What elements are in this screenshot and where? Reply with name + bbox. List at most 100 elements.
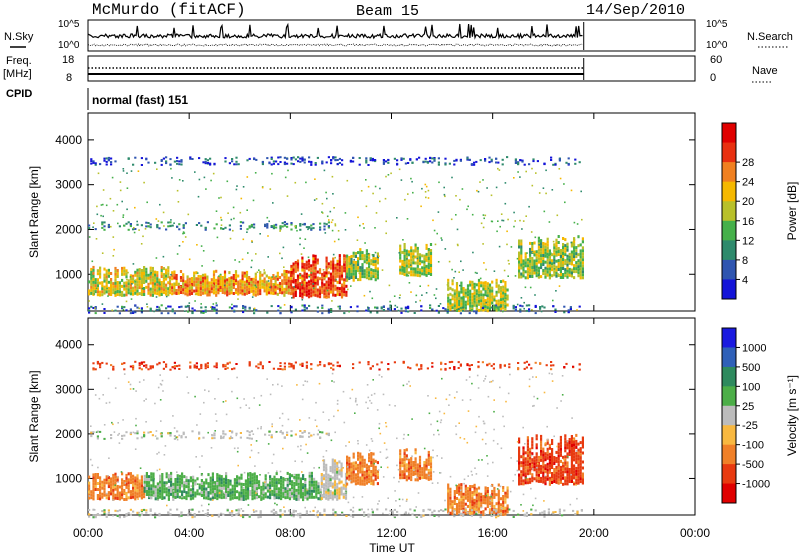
data-cell [167, 473, 170, 477]
data-cell [396, 159, 399, 162]
data-cell [499, 301, 503, 305]
data-cell [343, 254, 346, 258]
data-cell [197, 277, 200, 281]
data-cell [365, 472, 368, 476]
data-cell [162, 282, 165, 286]
data-cell [555, 459, 558, 463]
data-cell [103, 267, 106, 271]
data-cell [393, 295, 396, 297]
data-cell [180, 305, 183, 308]
data-cell [215, 290, 218, 294]
data-cell [136, 492, 139, 496]
data-cell [535, 455, 538, 459]
data-cell [566, 254, 569, 258]
data-cell [305, 284, 308, 288]
data-cell [555, 259, 558, 263]
data-cell [222, 436, 225, 439]
data-cell [451, 279, 454, 283]
data-cell [499, 305, 502, 308]
data-cell [573, 440, 576, 444]
data-cell [277, 490, 280, 494]
data-cell [96, 488, 99, 491]
data-cell [327, 292, 330, 296]
data-cell [241, 283, 244, 287]
data-cell [107, 497, 110, 501]
data-cell [178, 368, 181, 370]
data-cell [458, 291, 461, 294]
data-cell [114, 496, 117, 500]
data-cell [302, 483, 305, 487]
data-cell [265, 286, 268, 290]
data-cell [181, 475, 184, 479]
data-cell [294, 282, 297, 285]
data-cell [234, 279, 238, 283]
data-cell [301, 289, 304, 293]
data-cell [94, 163, 97, 166]
data-cell [134, 291, 137, 295]
data-cell [243, 292, 246, 296]
data-cell [418, 274, 422, 278]
data-cell [526, 466, 529, 470]
data-cell [542, 251, 545, 254]
data-cell [130, 170, 133, 172]
data-cell [550, 156, 553, 159]
data-cell [201, 285, 205, 289]
data-cell [200, 363, 203, 366]
data-cell [365, 252, 368, 256]
data-cell [570, 459, 573, 462]
data-cell [410, 291, 412, 293]
data-cell [122, 168, 125, 170]
data-cell [291, 474, 294, 478]
data-cell [555, 244, 558, 248]
data-cell [570, 271, 573, 275]
data-cell [469, 494, 472, 497]
data-cell [346, 455, 349, 459]
data-cell [242, 492, 245, 495]
data-cell [361, 464, 364, 468]
data-cell [374, 159, 377, 161]
data-cell [138, 283, 141, 287]
data-cell [370, 455, 373, 458]
data-cell [294, 261, 297, 264]
data-cell [121, 487, 124, 491]
data-cell [112, 288, 115, 292]
data-cell [240, 473, 243, 477]
data-cell [336, 497, 339, 501]
data-cell [331, 485, 334, 489]
data-cell [208, 287, 211, 291]
data-cell [336, 289, 339, 293]
data-cell [254, 281, 257, 285]
data-cell [301, 295, 304, 299]
data-cell [165, 156, 168, 159]
data-cell [276, 277, 279, 281]
data-cell [285, 291, 288, 294]
data-cell [518, 461, 521, 465]
data-cell [273, 493, 276, 497]
data-cell [522, 271, 525, 275]
data-cell [186, 293, 189, 297]
data-cell [449, 301, 452, 305]
data-cell [542, 187, 545, 189]
data-cell [286, 495, 289, 499]
data-cell [425, 258, 428, 262]
data-cell [227, 488, 230, 491]
data-cell [340, 274, 344, 278]
data-cell [272, 202, 274, 204]
data-cell [221, 276, 224, 279]
data-cell [557, 460, 560, 464]
data-cell [199, 278, 202, 282]
data-cell [138, 479, 141, 483]
data-cell [479, 181, 481, 183]
data-cell [259, 283, 262, 287]
data-cell [182, 279, 185, 283]
data-cell [226, 180, 229, 183]
data-cell [254, 284, 257, 287]
data-cell [169, 225, 172, 228]
data-cell [140, 493, 143, 497]
data-cell [170, 477, 173, 481]
data-cell [335, 278, 337, 281]
data-cell [340, 277, 344, 281]
data-cell [577, 265, 580, 269]
data-cell [269, 490, 272, 494]
data-cell [331, 300, 333, 302]
